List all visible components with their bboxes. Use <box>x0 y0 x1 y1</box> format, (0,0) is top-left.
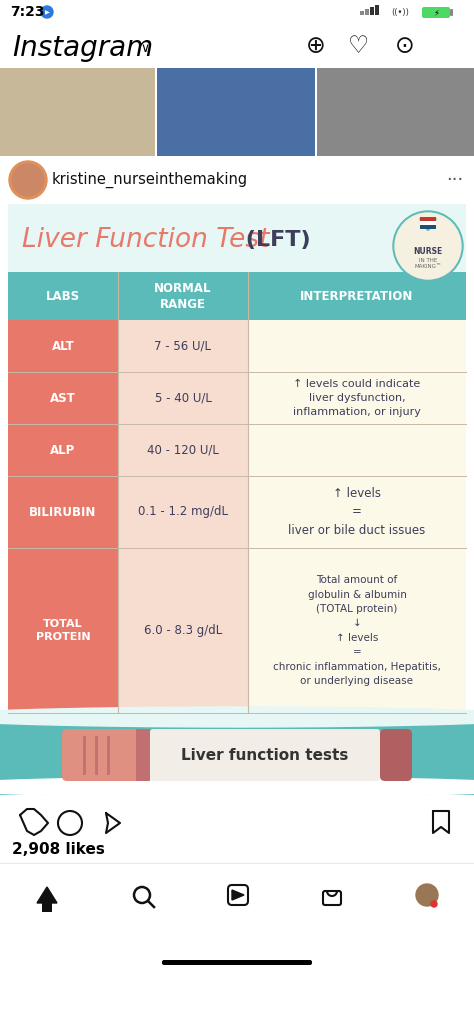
Text: LABS: LABS <box>46 289 80 302</box>
Text: Total amount of
globulin & albumin
(TOTAL protein)
↓
↑ levels
=
chronic inflamma: Total amount of globulin & albumin (TOTA… <box>273 575 441 686</box>
Text: ···: ··· <box>447 171 464 189</box>
Text: Liver function tests: Liver function tests <box>182 747 349 763</box>
Text: NORMAL
RANGE: NORMAL RANGE <box>154 282 212 311</box>
Bar <box>370 7 374 15</box>
Bar <box>0 718 474 795</box>
FancyBboxPatch shape <box>450 9 453 16</box>
Bar <box>118 320 248 372</box>
Circle shape <box>416 884 438 906</box>
Text: 6.0 - 8.3 g/dL: 6.0 - 8.3 g/dL <box>144 624 222 637</box>
Bar <box>365 9 369 15</box>
Bar <box>360 11 364 15</box>
Bar <box>420 221 436 226</box>
Bar <box>155 68 157 156</box>
Text: INTERPRETATION: INTERPRETATION <box>301 289 414 302</box>
Text: 2,908 likes: 2,908 likes <box>12 842 105 857</box>
Text: 40 - 120 U/L: 40 - 120 U/L <box>147 444 219 456</box>
Text: 5 - 40 U/L: 5 - 40 U/L <box>155 392 211 405</box>
FancyBboxPatch shape <box>422 7 450 18</box>
Text: TOTAL
PROTEIN: TOTAL PROTEIN <box>36 619 91 642</box>
Bar <box>248 548 466 713</box>
Text: 0.1 - 1.2 mg/dL: 0.1 - 1.2 mg/dL <box>138 505 228 519</box>
Ellipse shape <box>0 707 474 727</box>
Text: ALP: ALP <box>50 444 76 456</box>
Circle shape <box>393 211 463 281</box>
FancyBboxPatch shape <box>380 729 412 781</box>
Text: ↑ levels
=
liver or bile duct issues: ↑ levels = liver or bile duct issues <box>288 487 426 537</box>
Bar <box>42 903 52 912</box>
Text: ⊕: ⊕ <box>306 34 326 58</box>
Bar <box>118 476 248 548</box>
Bar <box>8 548 118 713</box>
Bar <box>420 217 436 221</box>
Text: AST: AST <box>50 392 76 405</box>
Bar <box>8 424 118 476</box>
Text: MAKING™: MAKING™ <box>414 263 442 269</box>
Text: ((•)): ((•)) <box>391 7 409 16</box>
Text: BILIRUBIN: BILIRUBIN <box>29 505 97 519</box>
Bar <box>0 795 474 980</box>
FancyBboxPatch shape <box>162 960 312 965</box>
Circle shape <box>41 6 53 18</box>
Bar <box>8 204 466 717</box>
Text: IN THE: IN THE <box>419 257 437 262</box>
Text: 7 - 56 U/L: 7 - 56 U/L <box>155 339 211 353</box>
Bar <box>8 272 118 320</box>
Text: ♡: ♡ <box>347 34 369 58</box>
Bar <box>8 320 118 372</box>
Bar <box>8 476 118 548</box>
Circle shape <box>9 161 47 199</box>
Circle shape <box>12 164 44 196</box>
Bar <box>248 272 466 320</box>
Text: ▶: ▶ <box>45 10 49 15</box>
Text: (LFT): (LFT) <box>238 230 310 250</box>
Bar <box>8 372 118 424</box>
Bar <box>0 68 155 156</box>
Bar <box>248 320 466 476</box>
Bar <box>0 24 474 68</box>
Bar <box>420 226 436 229</box>
Bar <box>317 68 474 156</box>
Bar <box>315 68 317 156</box>
Bar <box>118 424 248 476</box>
Polygon shape <box>37 887 57 903</box>
Bar <box>0 156 474 204</box>
Bar <box>375 5 379 15</box>
Circle shape <box>395 213 461 279</box>
Text: ⚡: ⚡ <box>433 8 439 17</box>
Bar <box>136 729 150 781</box>
Bar <box>118 272 248 320</box>
Text: Instagram: Instagram <box>12 34 153 62</box>
Bar <box>8 204 466 272</box>
Bar <box>157 68 315 156</box>
Text: ⊙: ⊙ <box>395 34 415 58</box>
Bar <box>0 0 474 24</box>
FancyBboxPatch shape <box>62 729 150 781</box>
Text: ∨: ∨ <box>140 42 149 55</box>
Text: ↑ levels could indicate
liver dysfunction,
inflammation, or injury: ↑ levels could indicate liver dysfunctio… <box>293 378 421 417</box>
Text: ALT: ALT <box>52 339 74 353</box>
Circle shape <box>431 901 437 907</box>
Bar <box>118 372 248 424</box>
Text: kristine_nurseinthemaking: kristine_nurseinthemaking <box>52 172 248 189</box>
Polygon shape <box>232 890 244 900</box>
Bar <box>248 476 466 548</box>
FancyBboxPatch shape <box>150 729 380 781</box>
Text: Liver Function Test: Liver Function Test <box>22 227 270 253</box>
Text: 7:23: 7:23 <box>10 5 45 19</box>
Ellipse shape <box>0 777 474 797</box>
Bar <box>118 548 248 713</box>
Text: NURSE: NURSE <box>413 247 443 256</box>
